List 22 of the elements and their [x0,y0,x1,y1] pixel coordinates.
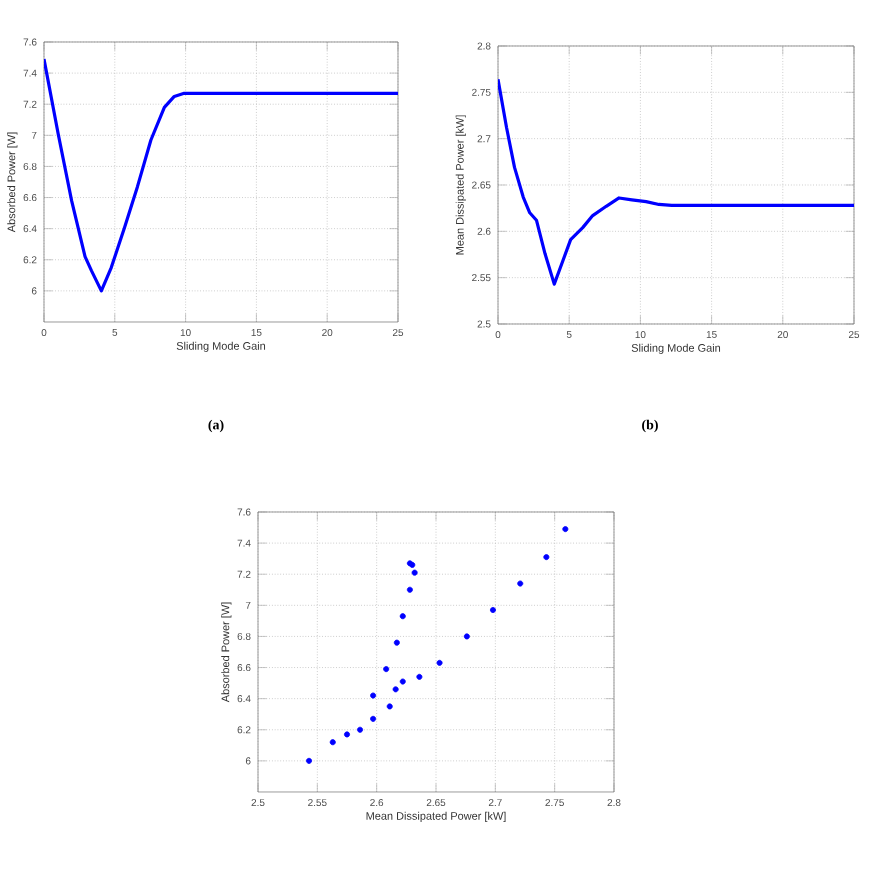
point [370,692,377,699]
point [411,569,418,576]
point [329,739,336,746]
point [543,554,550,561]
point [489,606,496,613]
point [416,673,423,680]
point [392,686,399,693]
point [386,703,393,710]
point [399,678,406,685]
point [383,666,390,673]
point [370,715,377,722]
point [393,639,400,646]
point [562,526,569,533]
point [406,586,413,593]
line-series [498,77,854,286]
point [436,659,443,666]
point [399,613,406,620]
point [463,633,470,640]
point [306,757,313,764]
point [344,731,350,738]
point [357,726,364,733]
point [517,580,524,587]
